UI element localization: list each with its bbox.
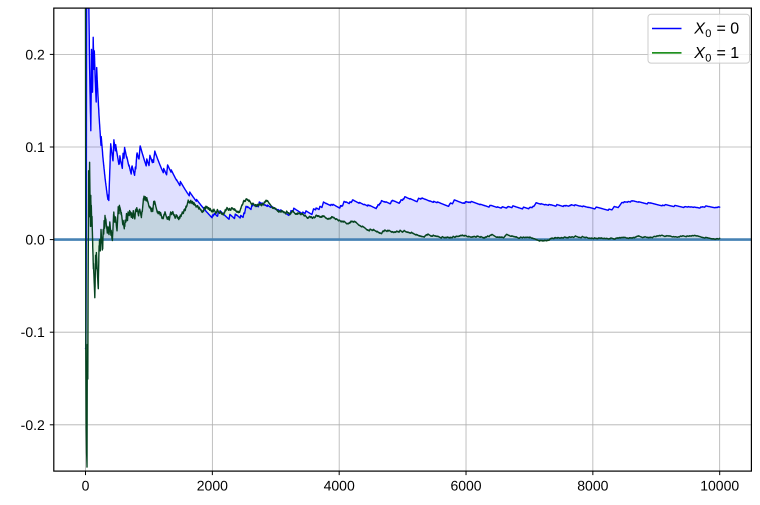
svg-text:-0.1: -0.1	[21, 324, 45, 340]
svg-text:0: 0	[82, 478, 90, 494]
svg-text:= 0: = 0	[717, 21, 740, 38]
svg-text:8000: 8000	[577, 478, 608, 494]
svg-text:-0.2: -0.2	[21, 417, 45, 433]
svg-text:0.1: 0.1	[25, 139, 45, 155]
svg-text:0.0: 0.0	[25, 232, 45, 248]
svg-text:2000: 2000	[197, 478, 228, 494]
svg-text:6000: 6000	[450, 478, 481, 494]
svg-text:10000: 10000	[700, 478, 739, 494]
svg-text:0.2: 0.2	[25, 46, 45, 62]
svg-text:0: 0	[705, 52, 711, 64]
svg-text:4000: 4000	[324, 478, 355, 494]
svg-text:0: 0	[705, 28, 711, 40]
svg-text:= 1: = 1	[717, 45, 740, 62]
